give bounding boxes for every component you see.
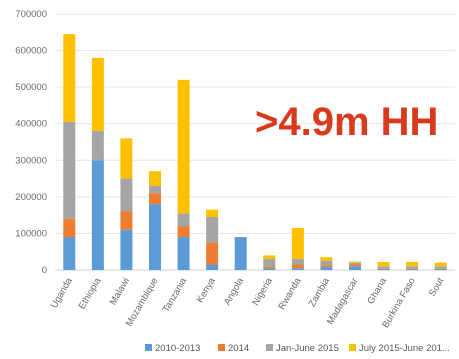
y-tick-label: 400000 [15, 119, 47, 130]
x-tick-label: Zambia [307, 275, 333, 309]
bar-segment [291, 259, 304, 265]
bar-segment [234, 237, 247, 270]
bar-segment [91, 131, 104, 161]
bar-segment [63, 218, 76, 238]
bar-segment [291, 227, 304, 260]
bar-segment [349, 266, 361, 270]
y-tick-label: 300000 [15, 155, 47, 166]
x-tick-label: Angola [222, 275, 247, 307]
bar-segment [206, 242, 219, 265]
bar-segment [434, 266, 447, 269]
bar-segment [406, 261, 419, 267]
bar-segment [320, 265, 333, 268]
legend-label: July 2015-June 201... [359, 343, 450, 354]
bar-segment [177, 213, 190, 227]
legend-swatch [218, 344, 225, 351]
bar-segment [149, 204, 161, 270]
bar-segment [206, 209, 219, 217]
bar-segment [63, 34, 76, 122]
x-tick-label: Malawi [108, 276, 132, 307]
y-tick-label: 500000 [15, 82, 47, 93]
bar-segment [263, 259, 276, 267]
bar-segment [291, 268, 304, 270]
x-tick-label: Rwanda [276, 275, 303, 311]
bar-segment [91, 160, 104, 270]
annotation-callout: >4.9m HH [255, 100, 439, 144]
bar-segment [406, 266, 419, 269]
x-tick-label: Sout [427, 276, 446, 299]
bar-segment [177, 226, 190, 238]
bar-segment [120, 211, 133, 230]
legend-swatch [145, 344, 152, 351]
y-tick-label: 100000 [15, 228, 47, 239]
bar-segment [434, 262, 447, 267]
legend-swatch [266, 344, 273, 351]
bar-segment [406, 268, 419, 270]
legend-swatch [349, 344, 356, 351]
bar-segment [349, 262, 361, 265]
legend-label: 2010-2013 [155, 343, 200, 354]
bar-segment [377, 268, 390, 269]
bar-segment [120, 138, 133, 179]
bar-segment [120, 229, 133, 270]
bar-segment [149, 185, 161, 194]
x-tick-label: Ethiopia [77, 275, 104, 311]
bar-segment [377, 266, 390, 269]
bar-segment [263, 268, 276, 270]
x-tick-label: Tanzania [161, 275, 190, 314]
y-tick-label: 700000 [15, 9, 47, 20]
bar-segment [63, 237, 76, 270]
bar-segment [149, 193, 161, 205]
y-tick-label: 600000 [15, 46, 47, 57]
bar-segment [406, 268, 419, 269]
bar-segment [320, 260, 333, 266]
bar-segment [320, 267, 333, 270]
bar-segment [177, 79, 190, 214]
bar-segment [434, 268, 447, 269]
bar-segment [63, 121, 76, 219]
bar-segment [206, 216, 219, 243]
bar-segment [320, 257, 333, 261]
bar-segment [349, 264, 361, 267]
bar-segment [177, 237, 190, 270]
y-tick-label: 200000 [15, 192, 47, 203]
x-tick-label: Ghana [365, 275, 389, 306]
bar-segment [149, 171, 161, 186]
x-tick-label: Kenya [195, 275, 218, 304]
bar-segment [291, 264, 304, 269]
y-tick-label: 0 [42, 265, 47, 276]
bar-segment [120, 178, 133, 212]
bar-segment [377, 261, 390, 267]
bar-segment [434, 268, 447, 270]
bar-segment [263, 266, 276, 269]
bar-segment [91, 57, 104, 132]
bar-segment [349, 261, 361, 263]
legend-label: Jan-June 2015 [276, 343, 339, 354]
bar-segment [377, 268, 390, 270]
bar-segment [206, 264, 219, 270]
bar-segment [263, 255, 276, 260]
x-tick-label: Uganda [49, 275, 76, 310]
x-tick-label: Nigeria [250, 275, 275, 307]
legend-label: 2014 [228, 343, 249, 354]
